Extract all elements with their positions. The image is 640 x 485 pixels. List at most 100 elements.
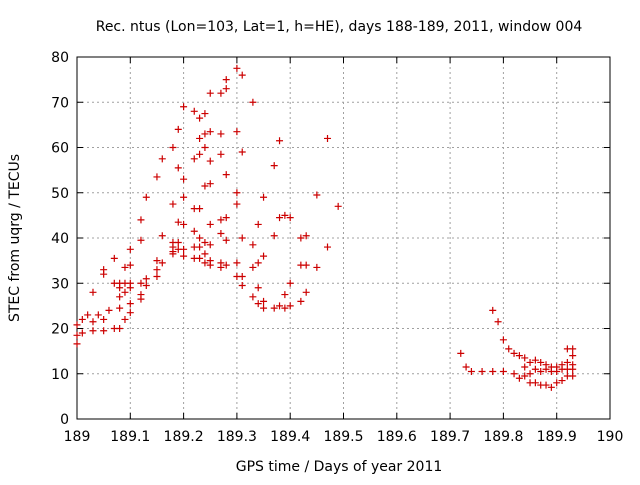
data-point (201, 250, 209, 258)
data-point (238, 282, 246, 290)
data-point (233, 64, 241, 72)
data-point (142, 193, 150, 201)
data-point (180, 193, 188, 201)
data-point (196, 205, 204, 213)
x-axis-label: GPS time / Days of year 2011 (236, 459, 443, 475)
data-point (126, 309, 134, 317)
data-point (206, 128, 214, 136)
data-point (158, 155, 166, 163)
data-point (270, 232, 278, 240)
x-tick-label: 189.4 (270, 429, 310, 445)
data-point (302, 232, 310, 240)
data-point (206, 157, 214, 165)
data-point (254, 220, 262, 228)
data-point (462, 363, 470, 371)
data-point (324, 134, 332, 142)
data-point (196, 254, 204, 262)
y-tick-label: 70 (51, 95, 69, 111)
x-tick-label: 189.7 (430, 429, 470, 445)
data-point (94, 311, 102, 319)
plot-frame (76, 56, 611, 420)
x-tick-label: 189.1 (110, 429, 150, 445)
data-point (233, 200, 241, 208)
data-point (537, 367, 545, 375)
data-point (142, 275, 150, 283)
y-tick-label: 60 (51, 141, 69, 157)
data-point (137, 295, 145, 303)
data-point (217, 150, 225, 158)
data-point (105, 306, 113, 314)
data-point (531, 365, 539, 373)
data-point (217, 229, 225, 237)
data-point (174, 164, 182, 172)
data-point (89, 288, 97, 296)
data-point (515, 352, 523, 360)
data-point (190, 227, 198, 235)
data-point (563, 358, 571, 366)
data-point (526, 358, 534, 366)
data-point (478, 367, 486, 375)
data-point (297, 297, 305, 305)
data-point (467, 367, 475, 375)
y-axis-label: STEC from uqrg / TECUs (7, 154, 23, 322)
data-point (510, 370, 518, 378)
y-tick-label: 80 (51, 50, 69, 66)
data-point (153, 173, 161, 181)
data-points (73, 64, 577, 391)
data-point (510, 349, 518, 357)
x-tick-label: 189.3 (217, 429, 257, 445)
data-point (137, 236, 145, 244)
data-point (206, 261, 214, 269)
y-tick-label: 20 (51, 322, 69, 338)
data-point (238, 71, 246, 79)
data-point (286, 302, 294, 310)
y-tick-label: 10 (51, 367, 69, 383)
data-point (222, 85, 230, 93)
data-point (499, 367, 507, 375)
data-point (78, 329, 86, 337)
data-point (222, 171, 230, 179)
data-point (505, 345, 513, 353)
data-point (180, 220, 188, 228)
data-point (206, 220, 214, 228)
data-point (313, 263, 321, 271)
data-point (201, 259, 209, 267)
data-point (196, 234, 204, 242)
data-point (521, 372, 529, 380)
data-point (494, 318, 502, 326)
data-point (190, 155, 198, 163)
data-point (180, 103, 188, 111)
data-point (126, 261, 134, 269)
data-point (222, 261, 230, 269)
data-point (233, 128, 241, 136)
data-point (457, 349, 465, 357)
data-point (180, 175, 188, 183)
data-point (121, 315, 129, 323)
data-point (196, 134, 204, 142)
x-tick-label: 189.2 (164, 429, 204, 445)
data-point (142, 282, 150, 290)
data-point (521, 354, 529, 362)
data-point (260, 252, 268, 260)
data-point (281, 291, 289, 299)
data-point (260, 297, 268, 305)
data-point (233, 259, 241, 267)
data-point (116, 284, 124, 292)
data-point (276, 137, 284, 145)
data-point (201, 239, 209, 247)
grid (77, 57, 610, 419)
data-point (254, 300, 262, 308)
data-point (100, 270, 108, 278)
data-point (569, 372, 577, 380)
data-point (116, 304, 124, 312)
data-point (249, 241, 257, 249)
y-tick-label: 30 (51, 276, 69, 292)
x-tick-label: 189.8 (483, 429, 523, 445)
x-tick-label: 189.9 (537, 429, 577, 445)
data-point (324, 243, 332, 251)
data-point (89, 327, 97, 335)
data-point (499, 336, 507, 344)
y-tick-label: 50 (51, 186, 69, 202)
data-point (201, 144, 209, 151)
